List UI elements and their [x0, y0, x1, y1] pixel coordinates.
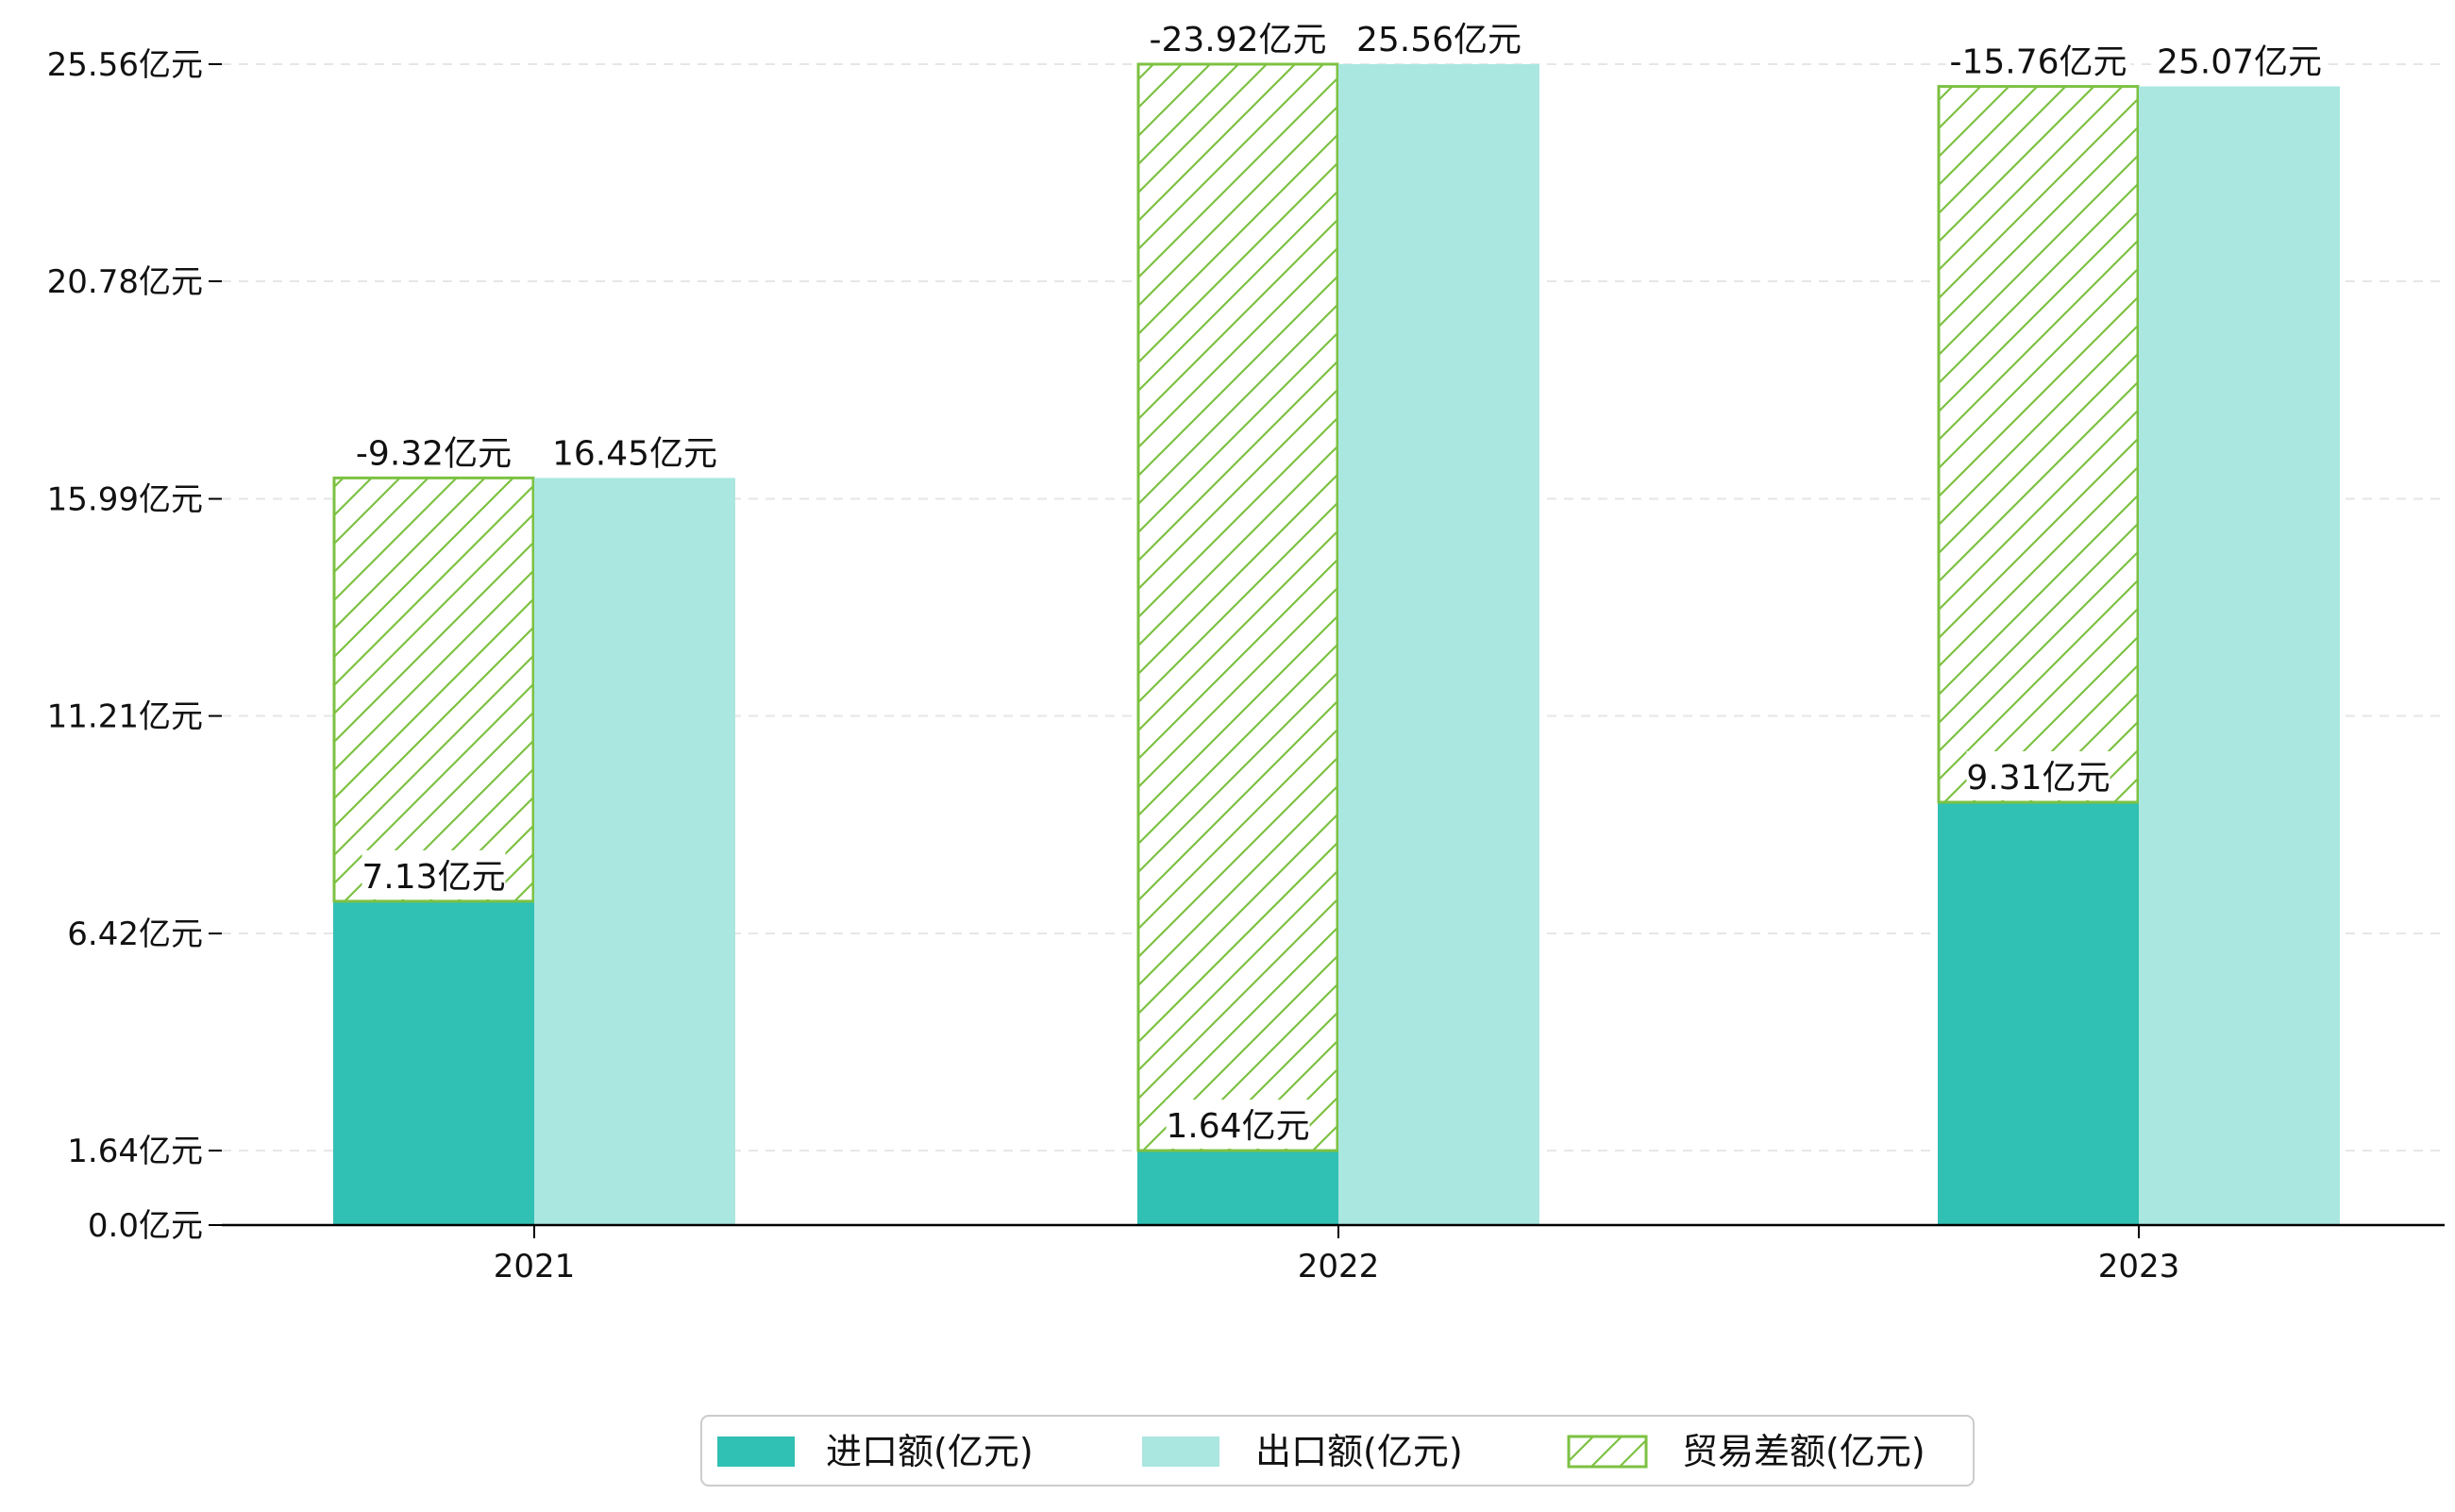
balance-data-label-bg: [1145, 13, 1331, 62]
import-data-label: 7.13亿元: [362, 858, 505, 897]
export-data-label: 16.45亿元: [552, 434, 717, 473]
legend-label: 进口额(亿元): [826, 1431, 1034, 1472]
legend-swatch-balance: [1567, 1435, 1648, 1469]
export-bar: [1338, 64, 1539, 1225]
import-data-label-bg: [1966, 750, 2110, 800]
legend-swatch: [1142, 1436, 1219, 1467]
data-labels: 7.13亿元 -9.32亿元 16.45亿元 1.64亿元 -23.92亿元 25.56亿…: [351, 13, 2322, 1150]
y-tick-label: 1.64亿元: [67, 1133, 203, 1170]
export-bar: [534, 478, 735, 1225]
export-data-label: 25.07亿元: [2157, 43, 2322, 82]
x-tick-label: 2023: [2098, 1248, 2180, 1285]
export-data-label-bg: [2157, 35, 2322, 85]
balance-data-label: -9.32亿元: [356, 434, 512, 473]
balance-data-label-bg: [351, 427, 516, 477]
import-bar: [1137, 1151, 1338, 1225]
import-data-label: 1.64亿元: [1166, 1107, 1309, 1146]
import-data-label-bg: [362, 849, 506, 899]
import-data-label-bg: [1166, 1100, 1310, 1150]
y-tick-label: 20.78亿元: [47, 263, 203, 301]
export-data-label-bg: [1356, 13, 1522, 62]
x-tick-label: 2021: [494, 1248, 576, 1285]
legend-box: [700, 1415, 1975, 1487]
legend-label: 出口额(亿元): [1255, 1431, 1463, 1472]
axes: 0.0亿元 1.64亿元 6.42亿元 11.21亿元 15.99亿元 20.78亿元 25…: [47, 46, 2445, 1285]
legend-swatch: [717, 1436, 795, 1467]
balance-data-label: -23.92亿元: [1149, 21, 1326, 59]
legend: 进口额(亿元) 出口额(亿元) 贸易差额(亿元): [700, 1415, 1975, 1487]
legend-label: 贸易差额(亿元): [1682, 1431, 1925, 1472]
y-tick-label: 11.21亿元: [47, 698, 203, 736]
export-bar: [2139, 86, 2340, 1225]
import-bar: [333, 900, 534, 1225]
balance-data-label-bg: [1945, 35, 2131, 85]
balance-bar: [1136, 62, 1339, 1152]
y-tick-label: 15.99亿元: [47, 481, 203, 519]
y-tick-label: 0.0亿元: [88, 1207, 203, 1245]
bars: [332, 62, 2340, 1225]
export-data-label: 25.56亿元: [1356, 21, 1522, 59]
import-data-label: 9.31亿元: [1966, 759, 2110, 798]
y-tick-label: 25.56亿元: [47, 46, 203, 84]
export-data-label-bg: [552, 427, 717, 477]
y-tick-label: 6.42亿元: [67, 916, 203, 953]
x-tick-label: 2022: [1298, 1248, 1380, 1285]
balance-data-label: -15.76亿元: [1949, 43, 2127, 82]
import-bar: [1938, 801, 2139, 1225]
balance-bar: [1937, 85, 2140, 804]
balance-bar: [332, 476, 535, 903]
